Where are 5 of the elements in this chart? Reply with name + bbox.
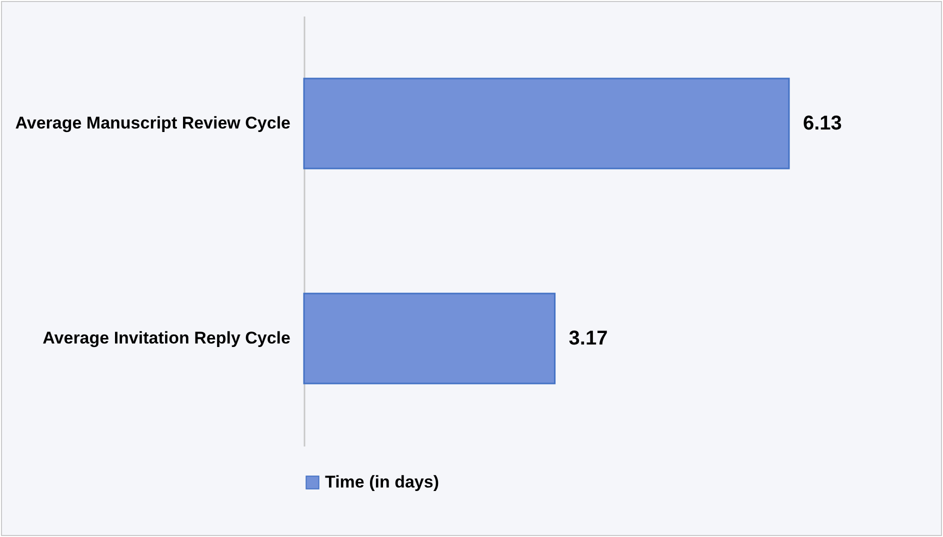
legend-label: Time (in days) xyxy=(325,472,439,492)
y-tick-label: Average Manuscript Review Cycle xyxy=(15,114,290,132)
data-label: 3.17 xyxy=(568,328,608,350)
y-tick-label: Average Invitation Reply Cycle xyxy=(42,328,290,348)
data-label: 6.13 xyxy=(803,112,842,134)
